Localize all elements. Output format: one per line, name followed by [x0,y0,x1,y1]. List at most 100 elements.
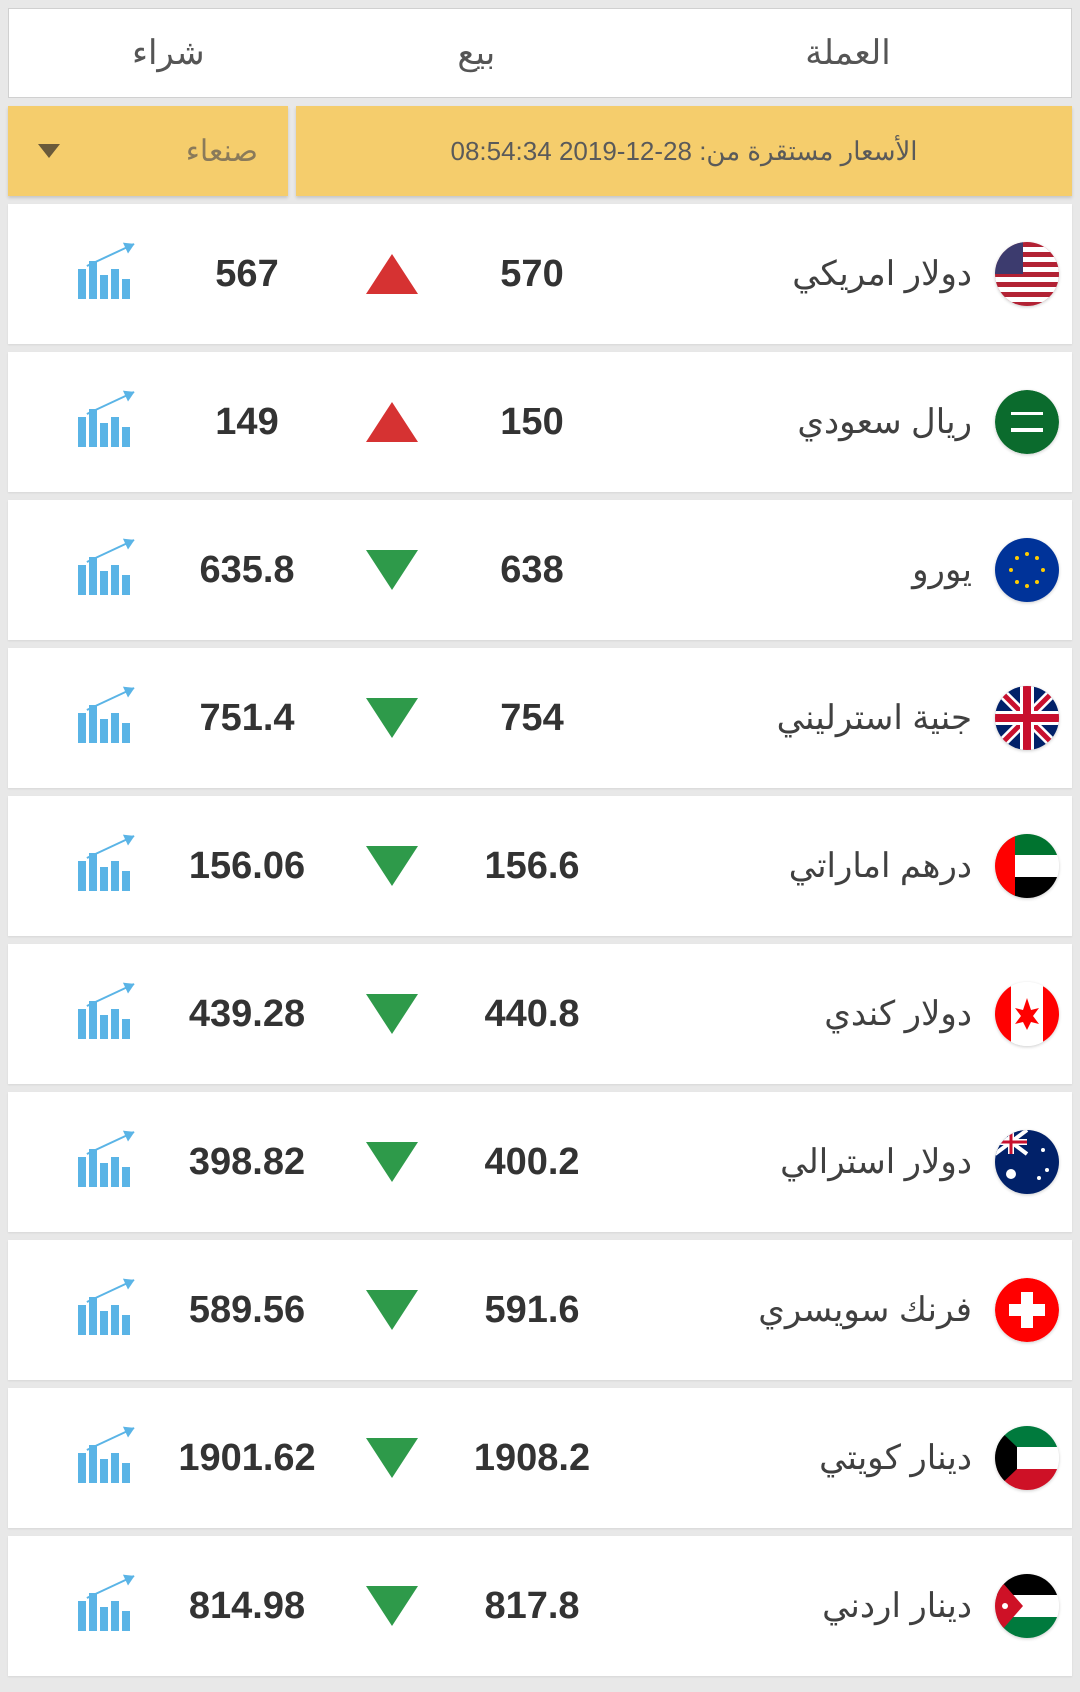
sell-price: 638 [432,549,632,592]
sell-price: 156.6 [432,845,632,888]
sell-price: 591.6 [432,1289,632,1332]
buy-price: 439.28 [142,993,352,1036]
sell-price: 150 [432,401,632,444]
currency-name: دينار كويتي [632,1438,982,1478]
chart-button[interactable] [62,397,142,447]
currency-name: دولار امريكي [632,254,982,294]
flag-cell [982,982,1072,1046]
chart-button[interactable] [62,841,142,891]
header-sell: بيع [328,33,625,73]
chart-icon [74,397,130,447]
trend-indicator [352,1438,432,1478]
triangle-down-icon [366,1142,418,1182]
currency-row[interactable]: دولار كندي440.8 439.28 [8,944,1072,1084]
chart-icon [74,693,130,743]
currency-row[interactable]: دولار استرالي400.2 398.82 [8,1092,1072,1232]
currency-row[interactable]: درهم اماراتي156.6156.06 [8,796,1072,936]
trend-indicator [352,994,432,1034]
sell-price: 570 [432,253,632,296]
triangle-down-icon [366,698,418,738]
city-dropdown[interactable]: صنعاء [8,106,288,196]
flag-cell [982,1278,1072,1342]
city-label: صنعاء [186,134,258,169]
trend-indicator [352,402,432,442]
flag-cell [982,390,1072,454]
currency-row[interactable]: دينار اردني817.8 814.98 [8,1536,1072,1676]
chart-icon [74,1285,130,1335]
currency-name: يورو [632,550,982,590]
chart-button[interactable] [62,1285,142,1335]
currency-row[interactable]: فرنك سويسري591.6589.56 [8,1240,1072,1380]
triangle-down-icon [366,1438,418,1478]
triangle-down-icon [366,1586,418,1626]
chart-button[interactable] [62,545,142,595]
chart-icon [74,1433,130,1483]
flag-icon [995,834,1059,898]
sell-price: 817.8 [432,1585,632,1628]
triangle-up-icon [366,402,418,442]
flag-cell [982,538,1072,602]
table-header: العملة بيع شراء [8,8,1072,98]
currency-name: درهم اماراتي [632,846,982,886]
chevron-down-icon [38,144,60,158]
buy-price: 751.4 [142,697,352,740]
flag-icon [995,1278,1059,1342]
currency-row[interactable]: دولار امريكي570 567 [8,204,1072,344]
triangle-down-icon [366,550,418,590]
currency-name: فرنك سويسري [632,1290,982,1330]
sell-price: 440.8 [432,993,632,1036]
buy-price: 567 [142,253,352,296]
currency-row[interactable]: دينار كويتي1908.2 1901.62 [8,1388,1072,1528]
flag-icon [995,1426,1059,1490]
triangle-down-icon [366,1290,418,1330]
sell-price: 1908.2 [432,1437,632,1480]
chart-button[interactable] [62,249,142,299]
currency-name: ريال سعودي [632,402,982,442]
trend-indicator [352,846,432,886]
currency-name: دولار استرالي [632,1142,982,1182]
flag-icon [995,242,1059,306]
buy-price: 635.8 [142,549,352,592]
trend-indicator [352,1142,432,1182]
flag-cell [982,834,1072,898]
currency-row[interactable]: جنية استرليني754751.4 [8,648,1072,788]
flag-icon [995,982,1059,1046]
trend-indicator [352,698,432,738]
triangle-down-icon [366,994,418,1034]
currency-name: دولار كندي [632,994,982,1034]
flag-cell [982,686,1072,750]
currency-row[interactable]: ريال سعودي150149 [8,352,1072,492]
sell-price: 400.2 [432,1141,632,1184]
flag-icon [995,686,1059,750]
currency-row[interactable]: يورو638 635.8 [8,500,1072,640]
chart-icon [74,1137,130,1187]
flag-icon [995,538,1059,602]
currency-table: العملة بيع شراء الأسعار مستقرة من: 28-12… [0,0,1080,1692]
flag-icon [995,1130,1059,1194]
chart-button[interactable] [62,1433,142,1483]
flag-cell [982,1574,1072,1638]
trend-indicator [352,1586,432,1626]
header-buy: شراء [9,33,328,73]
chart-icon [74,545,130,595]
chart-icon [74,989,130,1039]
currency-name: جنية استرليني [632,698,982,738]
buy-price: 398.82 [142,1141,352,1184]
status-text: الأسعار مستقرة من: 28-12-2019 08:54:34 [296,106,1072,196]
chart-button[interactable] [62,1581,142,1631]
header-currency: العملة [625,33,1071,73]
flag-cell [982,242,1072,306]
trend-indicator [352,254,432,294]
buy-price: 814.98 [142,1585,352,1628]
trend-indicator [352,1290,432,1330]
chart-button[interactable] [62,1137,142,1187]
flag-cell [982,1130,1072,1194]
chart-button[interactable] [62,989,142,1039]
chart-button[interactable] [62,693,142,743]
chart-icon [74,841,130,891]
currency-name: دينار اردني [632,1586,982,1626]
flag-icon [995,390,1059,454]
buy-price: 1901.62 [142,1437,352,1480]
flag-icon [995,1574,1059,1638]
status-bar: الأسعار مستقرة من: 28-12-2019 08:54:34 ص… [8,106,1072,196]
